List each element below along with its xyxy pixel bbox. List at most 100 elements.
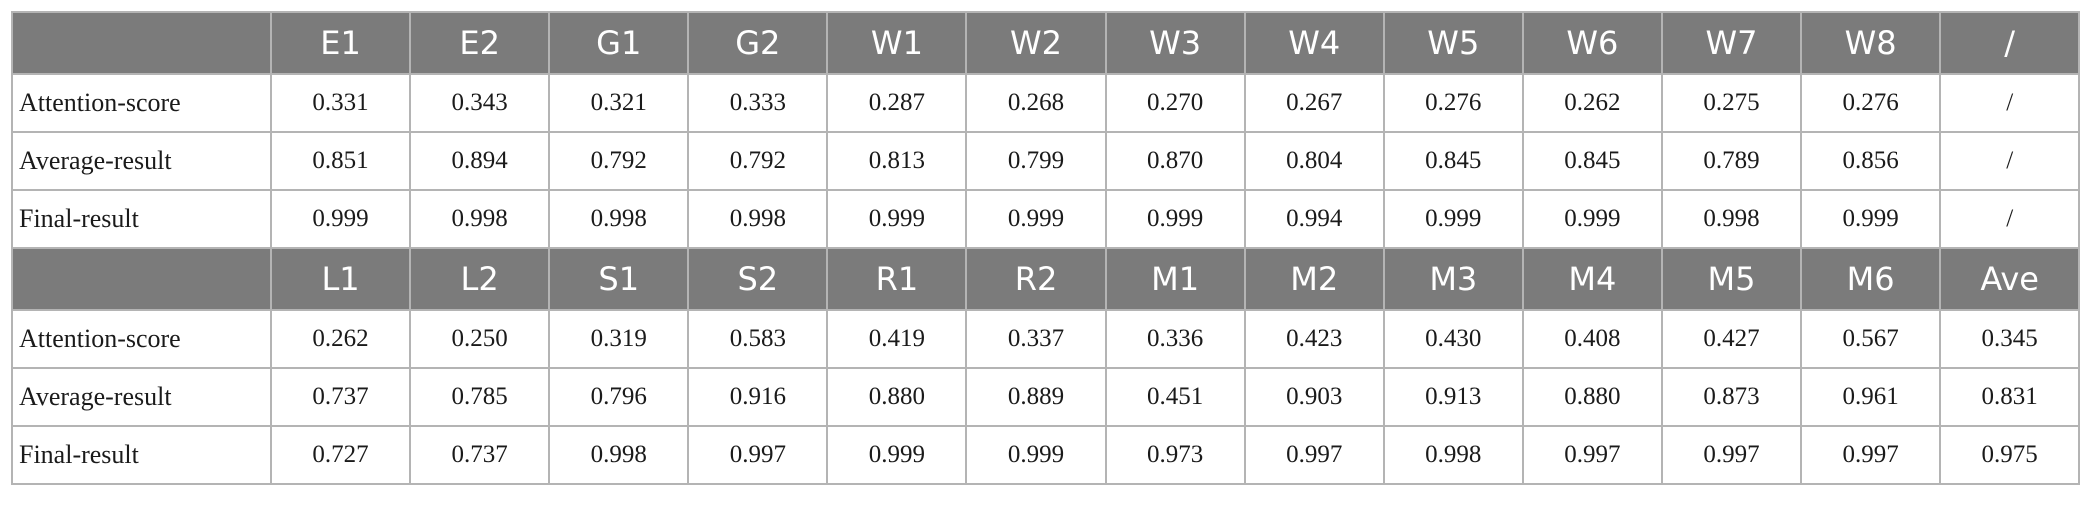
row-label: Final-result [11,425,272,485]
column-header: M6 [1800,247,1942,311]
value-cell: 0.331 [269,73,412,133]
value-cell: 0.430 [1382,309,1524,369]
value-cell: / [1939,189,2081,249]
value-cell: 0.997 [687,425,829,485]
value-cell: 0.894 [409,131,551,191]
value-cell: 0.345 [1939,309,2081,369]
value-cell: 0.737 [409,425,551,485]
value-cell: 0.804 [1243,131,1385,191]
value-cell: 0.999 [826,425,968,485]
value-cell: 0.796 [548,367,690,427]
value-cell: 0.287 [826,73,968,133]
column-header: W8 [1800,11,1942,75]
value-cell: 0.333 [687,73,829,133]
table-row: Attention-score 0.331 0.343 0.321 0.333 0.287… [11,73,2081,133]
column-header: M1 [1104,247,1246,311]
value-cell: 0.873 [1660,367,1803,427]
column-header: G1 [548,11,690,75]
value-cell: 0.267 [1243,73,1385,133]
value-cell: 0.336 [1104,309,1246,369]
table-body: E1 E2 G1 G2 W1 W2 W3 W4 W5 W6 W7 W8/Attention-score… [11,11,2081,485]
value-cell: 0.916 [687,367,829,427]
value-cell: 0.999 [1382,189,1524,249]
row-label: Attention-score [11,73,272,133]
value-cell: 0.999 [965,189,1107,249]
row-label: Average-result [11,367,272,427]
column-header: Ave [1939,247,2081,311]
value-cell: 0.262 [269,309,412,369]
value-cell: 0.999 [1104,189,1246,249]
value-cell: 0.998 [1660,189,1803,249]
value-cell: 0.998 [409,189,551,249]
row-label: Final-result [11,189,272,249]
column-header: M4 [1521,247,1663,311]
value-cell: 0.913 [1382,367,1524,427]
value-cell: 0.851 [269,131,412,191]
header-row: L1 L2 S1 S2 R1 R2 M1 M2 M3 M4 M5 M6 Ave [11,247,2081,311]
value-cell: 0.583 [687,309,829,369]
value-cell: 0.999 [1800,189,1942,249]
value-cell: 0.845 [1382,131,1524,191]
value-cell: 0.831 [1939,367,2081,427]
column-header: M3 [1382,247,1524,311]
value-cell: 0.999 [965,425,1107,485]
column-header: / [1939,11,2081,75]
column-header: L1 [269,247,412,311]
value-cell: 0.999 [826,189,968,249]
column-header: W1 [826,11,968,75]
value-cell: 0.262 [1521,73,1663,133]
value-cell: 0.870 [1104,131,1246,191]
column-header: W6 [1521,11,1663,75]
value-cell: 0.250 [409,309,551,369]
header-row: E1 E2 G1 G2 W1 W2 W3 W4 W5 W6 W7 W8/ [11,11,2081,75]
value-cell: 0.270 [1104,73,1246,133]
column-header: G2 [687,11,829,75]
column-header: W2 [965,11,1107,75]
value-cell: 0.999 [269,189,412,249]
value-cell: / [1939,73,2081,133]
value-cell: 0.961 [1800,367,1942,427]
value-cell: 0.813 [826,131,968,191]
value-cell: 0.997 [1660,425,1803,485]
header-corner-cell [11,11,272,75]
value-cell: 0.792 [548,131,690,191]
value-cell: 0.998 [548,425,690,485]
value-cell: 0.567 [1800,309,1942,369]
value-cell: 0.337 [965,309,1107,369]
table-row: Final-result 0.727 0.737 0.998 0.997 0.999 0.9… [11,425,2081,485]
value-cell: 0.880 [826,367,968,427]
results-table: E1 E2 G1 G2 W1 W2 W3 W4 W5 W6 W7 W8/Attention-score… [11,11,2081,485]
column-header: S1 [548,247,690,311]
value-cell: 0.903 [1243,367,1385,427]
value-cell: 0.727 [269,425,412,485]
table-row: Average-result 0.851 0.894 0.792 0.792 0.813 0… [11,131,2081,191]
header-corner-cell [11,247,272,311]
table-row: Attention-score 0.262 0.250 0.319 0.583 0.419… [11,309,2081,369]
column-header: W4 [1243,11,1385,75]
value-cell: 0.997 [1800,425,1942,485]
value-cell: 0.845 [1521,131,1663,191]
value-cell: 0.856 [1800,131,1942,191]
value-cell: 0.276 [1800,73,1942,133]
column-header: M5 [1660,247,1803,311]
column-header: S2 [687,247,829,311]
column-header: L2 [409,247,551,311]
value-cell: 0.737 [269,367,412,427]
column-header: E1 [269,11,412,75]
value-cell: 0.799 [965,131,1107,191]
value-cell: / [1939,131,2081,191]
value-cell: 0.276 [1382,73,1524,133]
column-header: R2 [965,247,1107,311]
value-cell: 0.997 [1243,425,1385,485]
value-cell: 0.321 [548,73,690,133]
value-cell: 0.451 [1104,367,1246,427]
value-cell: 0.975 [1939,425,2081,485]
value-cell: 0.880 [1521,367,1663,427]
value-cell: 0.998 [548,189,690,249]
column-header: W5 [1382,11,1524,75]
table-row: Final-result 0.999 0.998 0.998 0.998 0.999 0.9… [11,189,2081,249]
value-cell: 0.343 [409,73,551,133]
value-cell: 0.275 [1660,73,1803,133]
column-header: E2 [409,11,551,75]
value-cell: 0.408 [1521,309,1663,369]
